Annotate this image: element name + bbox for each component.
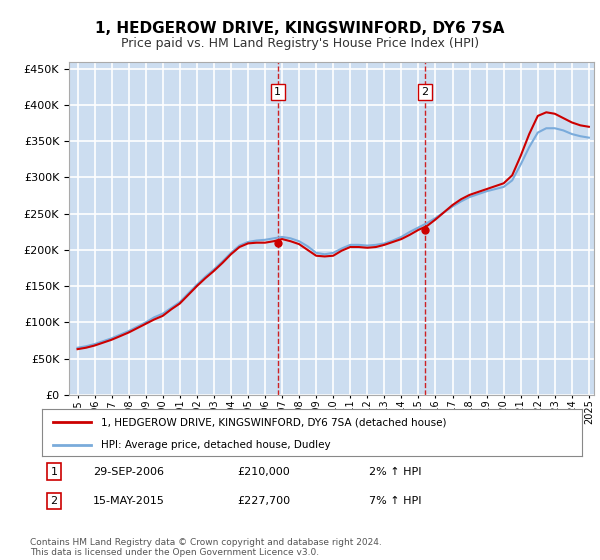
Text: HPI: Average price, detached house, Dudley: HPI: Average price, detached house, Dudl… [101,440,331,450]
Text: Price paid vs. HM Land Registry's House Price Index (HPI): Price paid vs. HM Land Registry's House … [121,37,479,50]
Text: 7% ↑ HPI: 7% ↑ HPI [369,496,421,506]
Text: 1: 1 [50,466,58,477]
Text: 29-SEP-2006: 29-SEP-2006 [93,466,164,477]
Text: Contains HM Land Registry data © Crown copyright and database right 2024.
This d: Contains HM Land Registry data © Crown c… [30,538,382,557]
Text: 2: 2 [421,87,428,97]
Text: 15-MAY-2015: 15-MAY-2015 [93,496,165,506]
Text: 1: 1 [274,87,281,97]
Text: 2% ↑ HPI: 2% ↑ HPI [369,466,421,477]
Text: £210,000: £210,000 [237,466,290,477]
Text: 1, HEDGEROW DRIVE, KINGSWINFORD, DY6 7SA: 1, HEDGEROW DRIVE, KINGSWINFORD, DY6 7SA [95,21,505,36]
Text: 2: 2 [50,496,58,506]
Text: £227,700: £227,700 [237,496,290,506]
Text: 1, HEDGEROW DRIVE, KINGSWINFORD, DY6 7SA (detached house): 1, HEDGEROW DRIVE, KINGSWINFORD, DY6 7SA… [101,417,447,427]
